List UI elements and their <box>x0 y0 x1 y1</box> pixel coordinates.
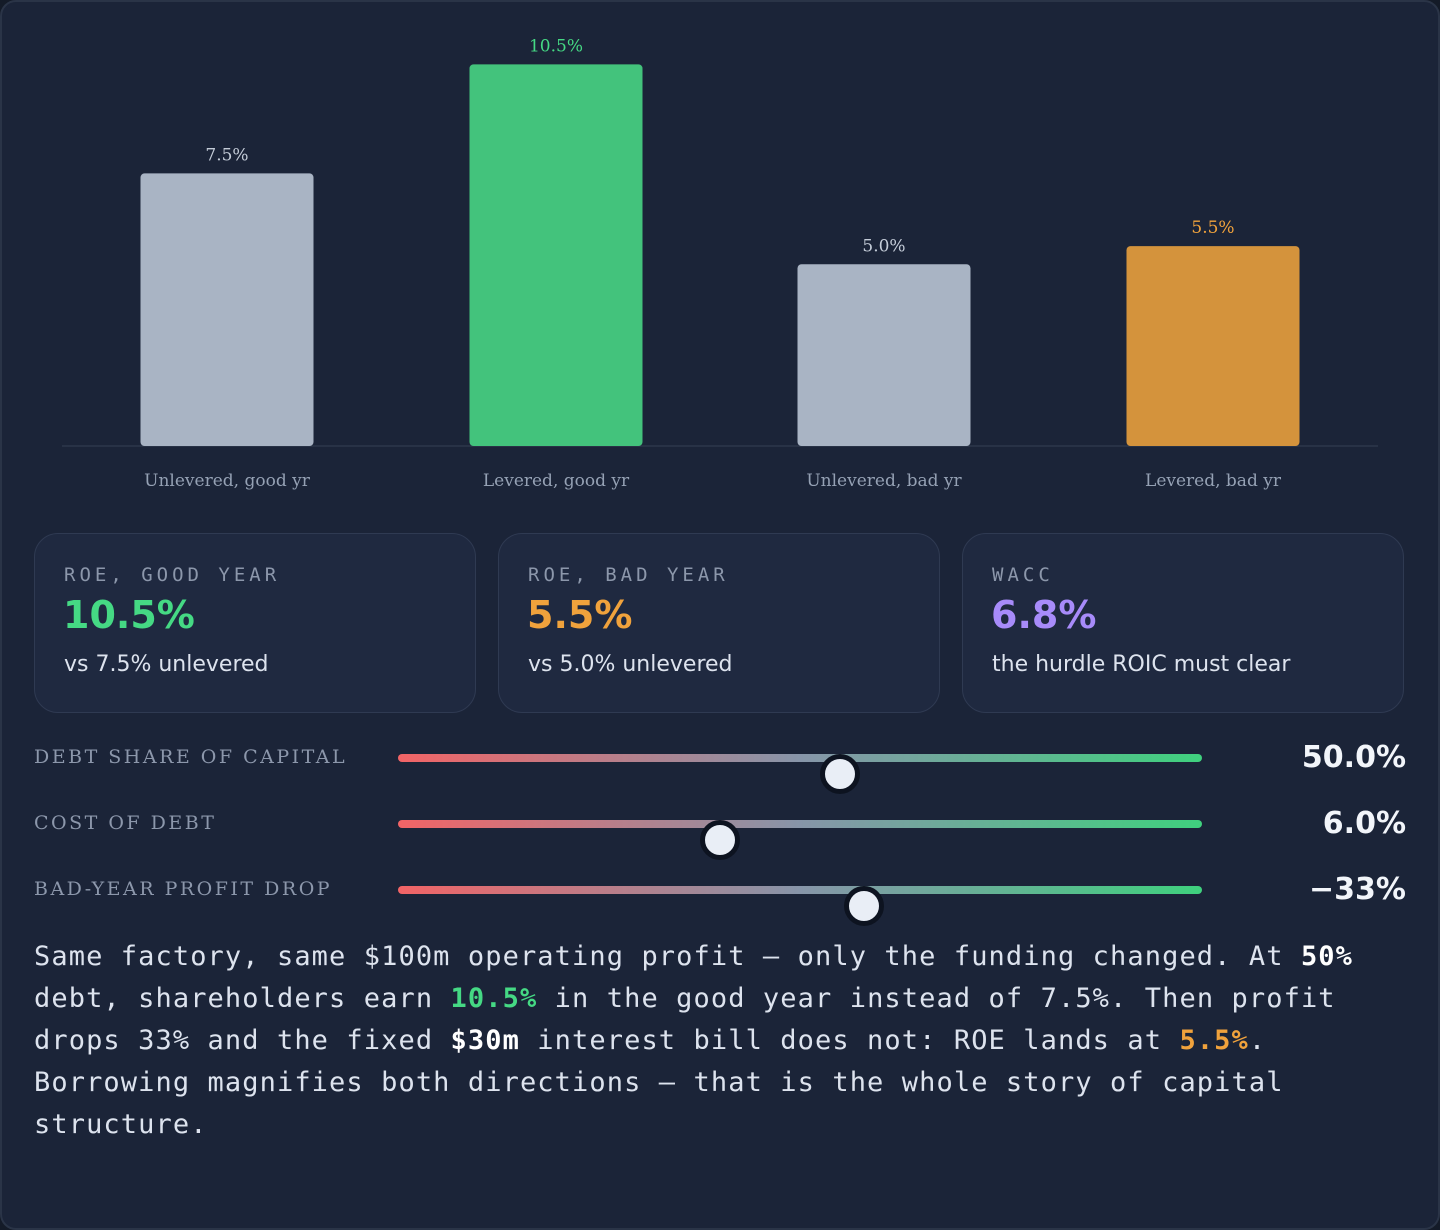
slider-debt-share: DEBT SHARE OF CAPITAL 50.0% <box>34 738 1406 794</box>
slider-bad-year-profit-drop: BAD-YEAR PROFIT DROP −33% <box>34 870 1406 926</box>
card-subtext: vs 5.0% unlevered <box>528 652 733 677</box>
slider-thumb[interactable] <box>844 886 885 926</box>
category-label: Levered, good yr <box>483 471 630 491</box>
summary-text-part: in the good year instead of 7.5%. Then p… <box>34 983 1336 1056</box>
slider-label: DEBT SHARE OF CAPITAL <box>34 746 348 768</box>
slider-track[interactable] <box>398 820 1202 860</box>
summary-text-part: Same factory, same $100m operating profi… <box>34 941 1301 972</box>
slider-label: COST OF DEBT <box>34 812 217 834</box>
slider-label: BAD-YEAR PROFIT DROP <box>34 878 333 900</box>
bar-value-label: 7.5% <box>205 145 248 165</box>
category-label: Unlevered, bad yr <box>806 471 962 491</box>
slider-track[interactable] <box>398 754 1202 794</box>
slider-value: −33% <box>1309 872 1406 907</box>
summary-text-part: debt, shareholders earn <box>34 983 451 1014</box>
card-value: 6.8% <box>991 593 1097 637</box>
card-subtext: the hurdle ROIC must clear <box>992 652 1291 677</box>
slider-thumb[interactable] <box>820 754 861 794</box>
category-label: Levered, bad yr <box>1145 471 1282 491</box>
roe-bar-chart: 7.5% Unlevered, good yr 10.5% Levered, good… <box>62 36 1378 491</box>
card-label: ROE, GOOD YEAR <box>64 564 281 586</box>
category-label: Unlevered, good yr <box>144 471 311 491</box>
bar-value-label: 5.5% <box>1191 218 1234 238</box>
slider-cost-of-debt: COST OF DEBT 6.0% <box>34 804 1406 860</box>
summary-text: Same factory, same $100m operating profi… <box>34 936 1406 1146</box>
card-subtext: vs 7.5% unlevered <box>64 652 269 677</box>
card-label: WACC <box>992 564 1054 586</box>
summary-highlight-roe-bad: 5.5% <box>1179 1025 1249 1056</box>
summary-text-part: . Borrowing magnifies both directions — … <box>34 1025 1284 1140</box>
summary-highlight-roe-good: 10.5% <box>450 983 538 1014</box>
summary-text-part: interest bill does not: ROE lands at <box>519 1025 1180 1056</box>
card-wacc: WACC 6.8% the hurdle ROIC must clear <box>962 533 1404 713</box>
bar-value-label: 5.0% <box>862 236 905 256</box>
card-roe-bad-year: ROE, BAD YEAR 5.5% vs 5.0% unlevered <box>498 533 940 713</box>
card-value: 5.5% <box>527 593 633 637</box>
card-label: ROE, BAD YEAR <box>528 564 729 586</box>
slider-value: 6.0% <box>1322 806 1406 841</box>
slider-thumb[interactable] <box>699 820 740 860</box>
bar-value-label: 10.5% <box>529 36 583 56</box>
slider-track[interactable] <box>398 886 1202 926</box>
slider-value: 50.0% <box>1301 740 1406 775</box>
bar <box>140 173 314 447</box>
summary-highlight-interest: $30m <box>450 1025 520 1056</box>
bar <box>469 64 643 446</box>
bar <box>797 264 971 446</box>
summary-highlight-debt: 50% <box>1300 941 1354 972</box>
card-value: 10.5% <box>63 593 195 637</box>
card-roe-good-year: ROE, GOOD YEAR 10.5% vs 7.5% unlevered <box>34 533 476 713</box>
bar <box>1126 246 1300 446</box>
